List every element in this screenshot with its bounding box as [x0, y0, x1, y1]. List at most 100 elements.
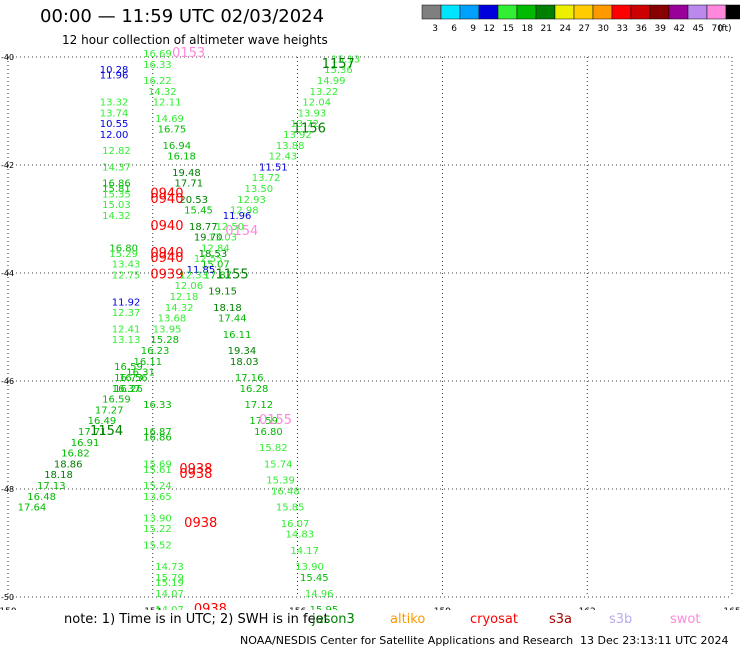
wave-height-value: 15.24	[143, 481, 172, 492]
x-tick-label: 162	[579, 607, 596, 610]
pass-time-label: 1155	[216, 267, 249, 282]
wave-height-value: 12.37	[112, 308, 141, 319]
color-legend: 3 6 9 12 15 18 21 24 27 30 33 36 39 42 45 70(ft)	[421, 4, 740, 34]
legend-label: 12	[484, 24, 495, 34]
legend-label: 70	[712, 24, 724, 34]
wave-height-value: 14.32	[102, 211, 131, 222]
wave-height-value: 15.28	[150, 335, 179, 346]
legend-swatch	[440, 4, 461, 20]
wave-height-value: 16.11	[223, 330, 252, 341]
pass-time-label: 0940	[150, 246, 183, 261]
wave-height-value: 17.16	[235, 373, 264, 384]
legend-label: 36	[636, 24, 648, 34]
wave-height-value: 12.41	[112, 324, 141, 335]
legend-label: 30	[598, 24, 610, 34]
wave-height-value: 11.96	[223, 211, 252, 222]
wave-height-value: 12.33	[179, 270, 208, 281]
wave-height-value: 13.72	[290, 119, 319, 130]
wave-height-value: 12.06	[175, 281, 204, 292]
legend-label: 33	[617, 24, 628, 34]
wave-height-value: 15.82	[259, 443, 288, 454]
wave-height-value: 19.15	[208, 287, 237, 298]
wave-height-value: 13.03	[208, 233, 237, 244]
legend-label: 21	[541, 24, 552, 34]
wave-height-value: 20.53	[179, 195, 208, 206]
legend-swatch	[573, 4, 594, 20]
legend-label: 9	[470, 24, 476, 34]
legend-swatch	[611, 4, 632, 20]
wave-height-value: 16.59	[102, 395, 131, 406]
legend-label: 45	[693, 24, 704, 34]
x-tick-label: 159	[434, 607, 451, 610]
y-tick-label: -42	[1, 161, 14, 170]
wave-height-value: 15.79	[155, 573, 184, 584]
pass-time-label: 0155	[259, 413, 292, 428]
wave-height-value: 16.11	[133, 357, 162, 368]
y-tick-label: -40	[1, 53, 14, 62]
legend-label: 39	[655, 24, 667, 34]
wave-height-value: 16.69	[143, 49, 172, 60]
wave-height-value: 19.48	[172, 168, 201, 179]
wave-height-value: 18.18	[213, 303, 242, 314]
wave-height-value: 18.77	[189, 222, 218, 233]
wave-height-value: 16.18	[167, 152, 196, 163]
wave-height-value: 16.87	[143, 427, 172, 438]
wave-height-value: 16.28	[240, 384, 269, 395]
wave-height-value: 14.07	[155, 589, 184, 600]
wave-height-value: 19.70	[194, 233, 223, 244]
wave-height-value: 16.56	[119, 373, 148, 384]
pass-time-label: 0940	[150, 186, 183, 201]
legend-swatch	[725, 4, 740, 20]
legend-label: 27	[579, 24, 590, 34]
wave-height-value: 16.59	[114, 362, 143, 373]
pass-time-label: 0153	[172, 46, 205, 61]
wave-height-value: 14.07	[155, 605, 184, 610]
wave-height-value: 16.91	[71, 438, 100, 449]
wave-height-value: 11.96	[100, 71, 129, 82]
pass-time-label: 0939	[150, 267, 183, 282]
wave-height-value: 12.98	[230, 206, 259, 217]
wave-height-value: 15.69	[143, 459, 172, 470]
wave-height-value: 17.27	[95, 405, 124, 416]
pass-time-label: 0940	[150, 219, 183, 234]
legend-swatch	[592, 4, 613, 20]
wave-height-value: 13.72	[252, 173, 281, 184]
wave-height-value: 19.34	[228, 346, 257, 357]
legend-swatch	[516, 4, 537, 20]
wave-height-value: 16.31	[126, 368, 155, 379]
wave-height-value: 11.85	[187, 265, 216, 276]
wave-height-value: 15.61	[143, 465, 172, 476]
chart-title: 00:00 — 11:59 UTC 02/03/2024	[40, 6, 325, 27]
legend-label: 18	[522, 24, 534, 34]
wave-height-value: 17.64	[18, 503, 47, 514]
y-tick-label: -46	[1, 377, 14, 386]
y-tick-label: -44	[1, 269, 14, 278]
wave-height-value: 17.71	[175, 179, 204, 190]
wave-height-value: 15.45	[300, 573, 329, 584]
wave-height-value: 12.55	[194, 254, 223, 265]
legend-swatch	[497, 4, 518, 20]
wave-height-value: 17.71	[78, 427, 107, 438]
wave-height-value: 15.52	[143, 540, 172, 551]
wave-height-value: 15.74	[264, 459, 293, 470]
footnote: note: 1) Time is in UTC; 2) SWH is in fe…	[64, 612, 329, 627]
wave-height-value: 16.73	[114, 373, 143, 384]
generated-timestamp: 13 Dec 23:13:11 UTC 2024	[580, 634, 729, 647]
data-points: 16.6916.3316.2214.3212.1114.6916.7516.94…	[18, 49, 360, 610]
wave-height-value: 12.50	[216, 222, 245, 233]
chart-grid	[7, 56, 733, 598]
wave-height-value: 10.28	[100, 65, 129, 76]
wave-height-value: 15.07	[201, 260, 230, 271]
legend-label: 15	[503, 24, 514, 34]
credit-text: NOAA/NESDIS Center for Satellite Applica…	[240, 634, 574, 647]
wave-height-value: 16.75	[158, 125, 187, 136]
chart-subtitle: 12 hour collection of altimeter wave hei…	[62, 33, 328, 47]
wave-height-value: 12.43	[269, 152, 298, 163]
wave-height-value: 17.44	[218, 314, 247, 325]
wave-height-value: 15.39	[266, 476, 295, 487]
legend-swatch	[535, 4, 556, 20]
legend-label: 42	[674, 24, 685, 34]
wave-height-value: 18.03	[230, 357, 259, 368]
legend-swatch	[421, 4, 442, 20]
y-tick-label: -48	[1, 485, 14, 494]
